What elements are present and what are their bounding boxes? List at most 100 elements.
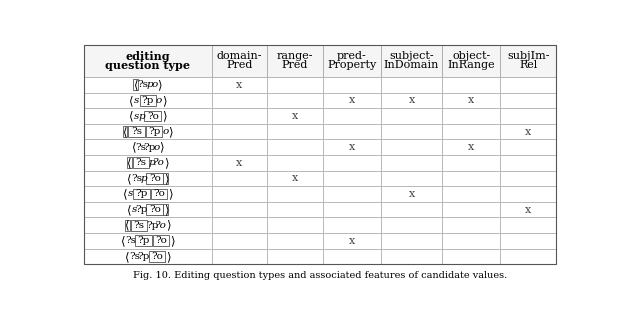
Text: p: p: [140, 174, 147, 183]
Bar: [267, 45, 323, 77]
Bar: [131, 220, 147, 230]
Bar: [132, 157, 149, 168]
Text: ⟨: ⟨: [134, 78, 138, 91]
Text: x: x: [292, 111, 298, 121]
Text: ⟩: ⟩: [168, 125, 172, 138]
Text: ?o: ?o: [155, 221, 167, 230]
Bar: [381, 170, 442, 186]
Text: Rel: Rel: [519, 60, 537, 70]
Text: ?o: ?o: [147, 111, 159, 120]
Bar: [133, 188, 150, 199]
Bar: [323, 93, 381, 108]
Bar: [323, 108, 381, 124]
Text: ⟩: ⟩: [168, 187, 172, 200]
Text: ⟩: ⟩: [165, 219, 170, 232]
Text: ?p: ?p: [142, 96, 154, 105]
Bar: [323, 233, 381, 248]
Text: p: p: [138, 111, 145, 120]
Text: ?o: ?o: [149, 205, 160, 214]
Bar: [500, 108, 556, 124]
Text: ?s: ?s: [125, 236, 136, 245]
Text: ⟩: ⟩: [170, 234, 175, 247]
Bar: [211, 108, 267, 124]
Bar: [442, 186, 500, 202]
Text: x: x: [349, 142, 355, 152]
Bar: [267, 77, 323, 93]
Bar: [144, 110, 161, 121]
Bar: [84, 45, 211, 77]
Text: x: x: [292, 173, 298, 183]
Text: ?s: ?s: [136, 158, 146, 167]
Text: ⟩: ⟩: [164, 203, 169, 216]
Text: ⟨: ⟨: [128, 203, 132, 216]
Bar: [442, 217, 500, 233]
Bar: [267, 93, 323, 108]
Bar: [442, 202, 500, 217]
Text: ⟨: ⟨: [123, 187, 128, 200]
Bar: [500, 248, 556, 264]
Bar: [147, 204, 163, 215]
Bar: [442, 77, 500, 93]
Bar: [211, 155, 267, 170]
Bar: [442, 139, 500, 155]
Text: s: s: [134, 96, 139, 105]
Text: x: x: [468, 95, 475, 105]
Bar: [381, 139, 442, 155]
Bar: [267, 155, 323, 170]
Text: x: x: [525, 204, 531, 214]
Bar: [442, 124, 500, 139]
Bar: [323, 217, 381, 233]
Text: ?p: ?p: [137, 236, 150, 245]
Bar: [84, 248, 211, 264]
Bar: [211, 124, 267, 139]
Text: ⟨: ⟨: [123, 125, 128, 138]
Text: ⟩: ⟩: [159, 141, 164, 154]
Bar: [123, 126, 128, 137]
Bar: [128, 126, 145, 137]
Bar: [500, 217, 556, 233]
Text: ⟩: ⟩: [157, 78, 162, 91]
Bar: [84, 155, 211, 170]
Text: object-: object-: [452, 51, 490, 61]
Text: subjIm-: subjIm-: [507, 51, 549, 61]
Text: subject-: subject-: [389, 51, 434, 61]
Text: ?s: ?s: [136, 143, 146, 152]
Text: p: p: [149, 158, 156, 167]
Bar: [163, 173, 168, 184]
Bar: [211, 233, 267, 248]
Bar: [442, 233, 500, 248]
Text: o: o: [152, 80, 158, 89]
Bar: [147, 173, 163, 184]
Text: ⟨: ⟨: [121, 234, 126, 247]
Bar: [267, 202, 323, 217]
Text: InRange: InRange: [447, 60, 495, 70]
Bar: [139, 95, 156, 106]
Text: x: x: [409, 189, 415, 199]
Bar: [323, 139, 381, 155]
Text: ⟨: ⟨: [125, 250, 130, 263]
Bar: [84, 93, 211, 108]
Bar: [84, 139, 211, 155]
Bar: [381, 186, 442, 202]
Text: ?p: ?p: [136, 189, 147, 198]
Text: x: x: [349, 95, 355, 105]
Bar: [323, 77, 381, 93]
Bar: [381, 155, 442, 170]
Text: question type: question type: [105, 60, 190, 71]
Bar: [84, 217, 211, 233]
Bar: [151, 188, 167, 199]
Text: ⟨: ⟨: [128, 156, 132, 169]
Text: o: o: [154, 143, 160, 152]
Bar: [211, 139, 267, 155]
Text: ?s: ?s: [129, 252, 140, 261]
Text: x: x: [349, 236, 355, 246]
Bar: [381, 93, 442, 108]
Text: s: s: [128, 189, 133, 198]
Bar: [163, 204, 168, 215]
Bar: [146, 126, 162, 137]
Text: editing: editing: [126, 51, 170, 62]
Bar: [323, 186, 381, 202]
Text: ⟨: ⟨: [128, 172, 132, 185]
Bar: [500, 155, 556, 170]
Text: ?s: ?s: [137, 80, 148, 89]
